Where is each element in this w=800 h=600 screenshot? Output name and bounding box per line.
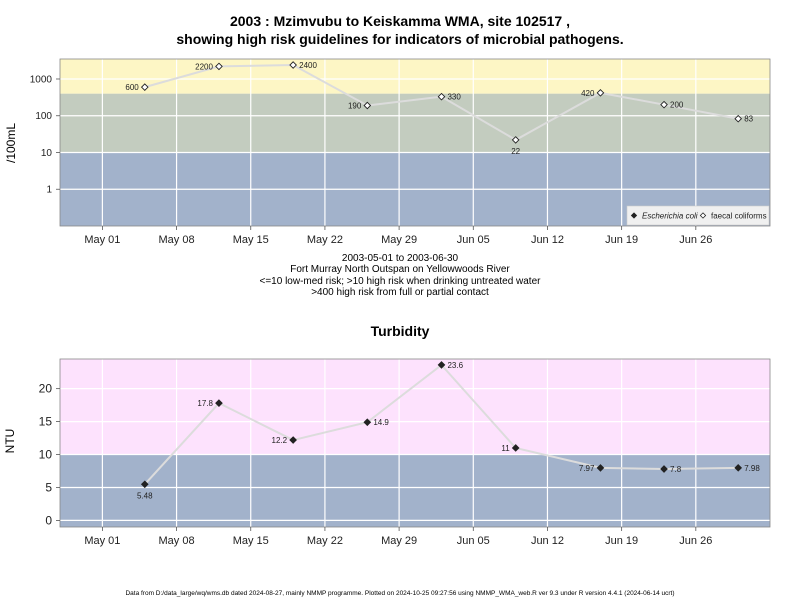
data-point xyxy=(437,92,446,101)
data-point xyxy=(734,114,743,123)
legend-label-ecoli: Escherichia coli xyxy=(642,212,698,221)
data-label: 22 xyxy=(511,147,520,156)
data-point xyxy=(596,464,605,472)
data-point xyxy=(660,465,668,473)
chart1-risk-note-contact: >400 high risk from full or partial cont… xyxy=(311,287,489,298)
data-label: 11 xyxy=(501,444,510,453)
risk-band-0 xyxy=(60,454,770,527)
risk-band-1 xyxy=(60,93,770,153)
footer-note: Data from D:/data_large/wq/wms.db dated … xyxy=(125,590,675,597)
x-tick-label: May 15 xyxy=(233,535,269,547)
data-point xyxy=(734,464,743,472)
x-tick-label: May 08 xyxy=(159,535,195,547)
plot-frame xyxy=(59,358,771,528)
data-point xyxy=(511,444,520,452)
data-label: 600 xyxy=(125,83,139,92)
x-tick-label: Jun 19 xyxy=(605,535,638,547)
data-label: 2400 xyxy=(299,61,317,70)
data-label: 83 xyxy=(744,115,753,124)
chart1-risk-note-drinking: <=10 low-med risk; >10 high risk when dr… xyxy=(259,276,541,287)
data-point xyxy=(437,361,446,369)
risk-band-1 xyxy=(60,359,770,455)
y-tick-label: 15 xyxy=(39,415,53,429)
chart1-title: 2003 : Mzimvubu to Keiskamma WMA, site 1… xyxy=(229,13,570,29)
chart1-site-name: Fort Murray North Outspan on Yellowwoods… xyxy=(290,264,510,275)
data-point xyxy=(511,136,520,144)
legend-marker-faecal xyxy=(699,212,707,219)
x-tick-label: May 22 xyxy=(307,535,343,547)
y-tick-label: 20 xyxy=(39,382,53,396)
x-tick-label: Jun 12 xyxy=(531,535,564,547)
x-tick-label: May 29 xyxy=(381,234,417,246)
x-tick-label: May 08 xyxy=(159,234,195,246)
x-tick-label: May 01 xyxy=(84,535,120,547)
data-label: 7.8 xyxy=(670,465,682,474)
x-tick-label: May 22 xyxy=(307,234,343,246)
legend-marker-ecoli xyxy=(630,212,638,219)
legend-box xyxy=(626,205,770,226)
legend: Escherichia coli faecal coliforms xyxy=(626,205,770,226)
chart2-title: Turbidity xyxy=(370,323,430,339)
x-tick-label: May 01 xyxy=(84,234,120,246)
chart1-title-line2: showing high risk guidelines for indicat… xyxy=(176,31,624,47)
data-point xyxy=(660,100,668,109)
y-tick-label: 5 xyxy=(45,480,52,494)
risk-band-2 xyxy=(60,59,770,94)
x-tick-label: May 29 xyxy=(381,535,417,547)
x-tick-label: Jun 05 xyxy=(457,234,490,246)
data-label: 23.6 xyxy=(447,361,463,370)
x-tick-label: Jun 26 xyxy=(679,234,712,246)
x-tick-label: Jun 19 xyxy=(605,234,638,246)
x-tick-label: Jun 12 xyxy=(531,234,564,246)
chart1-date-range: 2003-05-01 to 2003-06-30 xyxy=(341,253,459,264)
data-point xyxy=(215,399,223,407)
data-label: 17.8 xyxy=(197,399,213,408)
data-label: 14.9 xyxy=(373,418,389,427)
data-point xyxy=(140,83,149,91)
y-tick-label: 10 xyxy=(39,448,53,462)
data-point xyxy=(363,101,372,110)
data-label: 190 xyxy=(348,102,362,111)
data-label: 7.98 xyxy=(744,464,760,473)
data-point xyxy=(363,418,372,427)
data-point xyxy=(140,480,149,489)
x-tick-label: May 15 xyxy=(233,234,269,246)
data-point xyxy=(289,436,297,444)
data-point xyxy=(596,89,605,97)
data-point xyxy=(215,62,223,71)
data-label: 200 xyxy=(670,101,684,110)
legend-label-faecal: faecal coliforms xyxy=(711,212,767,221)
data-point xyxy=(289,61,297,69)
data-label: 420 xyxy=(581,89,595,98)
data-label: 2200 xyxy=(195,62,213,71)
data-label: 5.48 xyxy=(137,491,153,500)
plot-frame xyxy=(59,58,771,227)
x-tick-label: Jun 26 xyxy=(679,535,712,547)
y-tick-label: 1000 xyxy=(30,74,53,85)
x-tick-label: Jun 05 xyxy=(457,535,490,547)
y-tick-label: 0 xyxy=(45,513,52,527)
y-tick-label: 100 xyxy=(35,111,52,122)
data-label: 7.97 xyxy=(579,464,595,473)
y-tick-label: 10 xyxy=(41,148,53,159)
y-tick-label: 1 xyxy=(46,185,52,196)
data-label: 330 xyxy=(447,93,461,102)
data-label: 12.2 xyxy=(272,436,288,445)
